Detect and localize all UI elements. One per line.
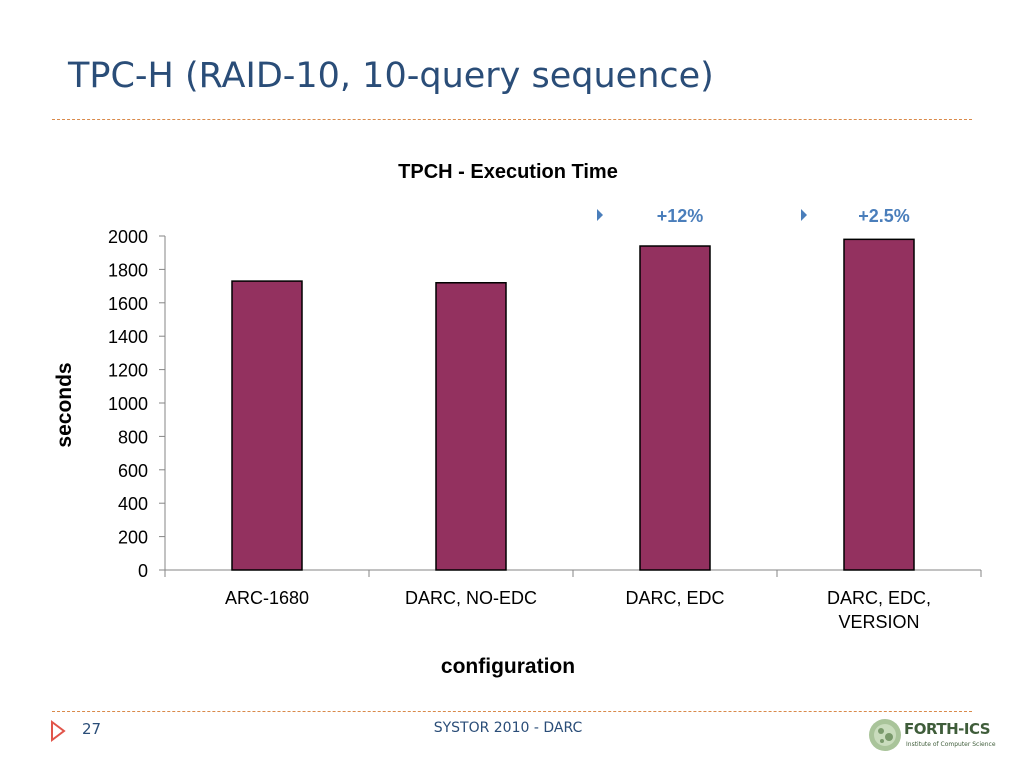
bar [435,282,507,571]
footer-text: SYSTOR 2010 - DARC [433,720,583,736]
y-tick-label: 1200 [108,361,148,381]
bar [843,238,915,571]
x-tick-label: DARC, EDC [625,588,724,608]
footer-text-wrap: SYSTOR 2010 - DARC [0,720,1024,736]
x-tick-label: DARC, EDC, [827,588,931,608]
chart-title: TPCH - Execution Time [398,161,618,183]
x-tick-label: DARC, NO-EDC [405,588,537,608]
forth-ics-logo: FORTH-ICS Institute of Computer Science [868,714,996,756]
y-tick-label: 1800 [108,260,148,280]
bar [639,245,711,571]
bar [231,280,303,571]
y-tick-label: 1400 [108,327,148,347]
annotation-label: +12% [657,206,704,226]
y-tick-label: 1600 [108,294,148,314]
y-tick-label: 2000 [108,227,148,247]
page-number: 27 [82,720,102,738]
logo-emblem-icon [869,719,901,751]
footer-divider [52,711,972,712]
logo-name: FORTH-ICS [904,720,991,738]
y-tick-label: 0 [138,561,148,581]
title-divider [52,119,972,120]
y-tick-label: 1000 [108,394,148,414]
y-tick-label: 200 [118,528,148,548]
y-tick-label: 600 [118,461,148,481]
footer-arrow-icon [51,720,66,742]
y-axis-title: seconds [53,362,76,447]
annotation-bullet-icon [597,209,603,221]
annotation-bullet-icon [801,209,807,221]
x-tick-label: VERSION [838,612,919,632]
slide-title: TPC-H (RAID-10, 10-query sequence) [68,56,714,96]
y-tick-label: 800 [118,427,148,447]
logo-subtext: Institute of Computer Science [906,741,996,748]
x-tick-label: ARC-1680 [225,588,309,608]
x-axis-title: configuration [441,655,575,678]
annotation-label: +2.5% [858,206,910,226]
y-tick-label: 400 [118,494,148,514]
